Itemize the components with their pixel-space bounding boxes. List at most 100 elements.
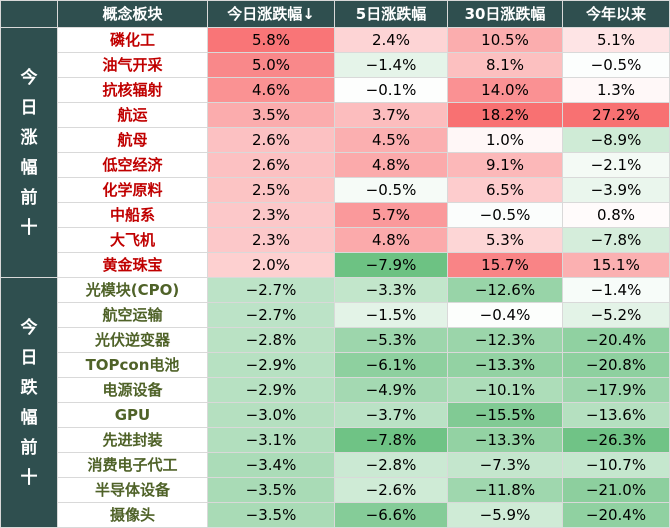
30day-change-cell: −10.1% xyxy=(447,377,563,403)
concept-name[interactable]: 航母 xyxy=(57,127,208,153)
header-5day-change[interactable]: 5日涨跌幅 xyxy=(334,0,448,28)
group-label: 今日跌幅前十 xyxy=(20,317,38,488)
5day-change-cell: −3.7% xyxy=(334,402,448,428)
5day-change-cell: −1.5% xyxy=(334,302,448,328)
30day-change-cell: −12.3% xyxy=(447,327,563,353)
5day-change-cell: 4.8% xyxy=(334,152,448,178)
concept-name[interactable]: TOPcon电池 xyxy=(57,352,208,378)
concept-name[interactable]: 航运 xyxy=(57,102,208,128)
ytd-change-cell: −17.9% xyxy=(562,377,670,403)
30day-change-cell: −0.5% xyxy=(447,202,563,228)
5day-change-cell: 3.7% xyxy=(334,102,448,128)
ytd-change-cell: −1.4% xyxy=(562,277,670,303)
5day-change-cell: −2.6% xyxy=(334,477,448,503)
header-30day-change[interactable]: 30日涨跌幅 xyxy=(447,0,563,28)
ytd-change-cell: 5.1% xyxy=(562,27,670,53)
30day-change-cell: 10.5% xyxy=(447,27,563,53)
concept-name[interactable]: 大飞机 xyxy=(57,227,208,253)
table-row: 中船系 2.3% 5.7% −0.5% 0.8% xyxy=(1,202,670,228)
30day-change-cell: −5.9% xyxy=(447,502,563,528)
ytd-change-cell: 15.1% xyxy=(562,252,670,278)
30day-change-cell: 6.5% xyxy=(447,177,563,203)
ytd-change-cell: −20.8% xyxy=(562,352,670,378)
5day-change-cell: 4.8% xyxy=(334,227,448,253)
table-row: 化学原料 2.5% −0.5% 6.5% −3.9% xyxy=(1,177,670,203)
5day-change-cell: 4.5% xyxy=(334,127,448,153)
5day-change-cell: −7.8% xyxy=(334,427,448,453)
5day-change-cell: −4.9% xyxy=(334,377,448,403)
concept-name[interactable]: 中船系 xyxy=(57,202,208,228)
concept-name[interactable]: GPU xyxy=(57,402,208,428)
concept-name[interactable]: 低空经济 xyxy=(57,152,208,178)
today-change-cell: −3.4% xyxy=(207,452,335,478)
30day-change-cell: −13.3% xyxy=(447,427,563,453)
group-label: 今日涨幅前十 xyxy=(20,67,38,238)
30day-change-cell: −15.5% xyxy=(447,402,563,428)
concept-name[interactable]: 航空运输 xyxy=(57,302,208,328)
ytd-change-cell: −8.9% xyxy=(562,127,670,153)
concept-name[interactable]: 光模块(CPO) xyxy=(57,277,208,303)
header-concept: 概念板块 xyxy=(57,0,208,28)
table-row: 抗核辐射 4.6% −0.1% 14.0% 1.3% xyxy=(1,77,670,103)
today-change-cell: 2.6% xyxy=(207,152,335,178)
today-change-cell: 2.0% xyxy=(207,252,335,278)
today-change-cell: −2.7% xyxy=(207,277,335,303)
corner-cell xyxy=(0,0,58,28)
concept-name[interactable]: 黄金珠宝 xyxy=(57,252,208,278)
30day-change-cell: −7.3% xyxy=(447,452,563,478)
ytd-change-cell: −7.8% xyxy=(562,227,670,253)
ytd-change-cell: −5.2% xyxy=(562,302,670,328)
30day-change-cell: −11.8% xyxy=(447,477,563,503)
table-row: 电源设备 −2.9% −4.9% −10.1% −17.9% xyxy=(1,377,670,403)
concept-name[interactable]: 化学原料 xyxy=(57,177,208,203)
ytd-change-cell: −0.5% xyxy=(562,52,670,78)
today-change-cell: 5.8% xyxy=(207,27,335,53)
table-row: 先进封装 −3.1% −7.8% −13.3% −26.3% xyxy=(1,427,670,453)
ytd-change-cell: 27.2% xyxy=(562,102,670,128)
concept-name[interactable]: 抗核辐射 xyxy=(57,77,208,103)
table-row: 低空经济 2.6% 4.8% 9.1% −2.1% xyxy=(1,152,670,178)
table-row: GPU −3.0% −3.7% −15.5% −13.6% xyxy=(1,402,670,428)
30day-change-cell: 8.1% xyxy=(447,52,563,78)
5day-change-cell: −6.6% xyxy=(334,502,448,528)
concept-name[interactable]: 光伏逆变器 xyxy=(57,327,208,353)
concept-name[interactable]: 电源设备 xyxy=(57,377,208,403)
ytd-change-cell: −3.9% xyxy=(562,177,670,203)
today-change-cell: −3.5% xyxy=(207,502,335,528)
table-row: 航母 2.6% 4.5% 1.0% −8.9% xyxy=(1,127,670,153)
5day-change-cell: −0.5% xyxy=(334,177,448,203)
concept-name[interactable]: 磷化工 xyxy=(57,27,208,53)
concept-name[interactable]: 半导体设备 xyxy=(57,477,208,503)
group-top-losers: 今日跌幅前十 xyxy=(0,277,58,528)
5day-change-cell: −1.4% xyxy=(334,52,448,78)
today-change-cell: −3.1% xyxy=(207,427,335,453)
5day-change-cell: −6.1% xyxy=(334,352,448,378)
today-change-cell: 2.3% xyxy=(207,227,335,253)
header-ytd-change[interactable]: 今年以来 xyxy=(562,0,670,28)
concept-name[interactable]: 先进封装 xyxy=(57,427,208,453)
table-row: TOPcon电池 −2.9% −6.1% −13.3% −20.8% xyxy=(1,352,670,378)
30day-change-cell: 14.0% xyxy=(447,77,563,103)
table-row: 油气开采 5.0% −1.4% 8.1% −0.5% xyxy=(1,52,670,78)
ytd-change-cell: −10.7% xyxy=(562,452,670,478)
concept-name[interactable]: 消费电子代工 xyxy=(57,452,208,478)
30day-change-cell: 5.3% xyxy=(447,227,563,253)
table-row: 摄像头 −3.5% −6.6% −5.9% −20.4% xyxy=(1,502,670,528)
table-row: 航运 3.5% 3.7% 18.2% 27.2% xyxy=(1,102,670,128)
5day-change-cell: 2.4% xyxy=(334,27,448,53)
table-row: 今日涨幅前十 磷化工 5.8% 2.4% 10.5% 5.1% xyxy=(0,27,670,278)
concept-name[interactable]: 油气开采 xyxy=(57,52,208,78)
today-change-cell: −2.8% xyxy=(207,327,335,353)
today-change-cell: −2.9% xyxy=(207,352,335,378)
5day-change-cell: −0.1% xyxy=(334,77,448,103)
ytd-change-cell: −21.0% xyxy=(562,477,670,503)
concept-name[interactable]: 摄像头 xyxy=(57,502,208,528)
header-today-change[interactable]: 今日涨跌幅↓ xyxy=(207,0,335,28)
ytd-change-cell: 1.3% xyxy=(562,77,670,103)
table-row: 消费电子代工 −3.4% −2.8% −7.3% −10.7% xyxy=(1,452,670,478)
ytd-change-cell: −20.4% xyxy=(562,502,670,528)
ytd-change-cell: −26.3% xyxy=(562,427,670,453)
30day-change-cell: 15.7% xyxy=(447,252,563,278)
table-row: 今日跌幅前十 光模块(CPO) −2.7% −3.3% −12.6% −1.4% xyxy=(0,277,670,528)
